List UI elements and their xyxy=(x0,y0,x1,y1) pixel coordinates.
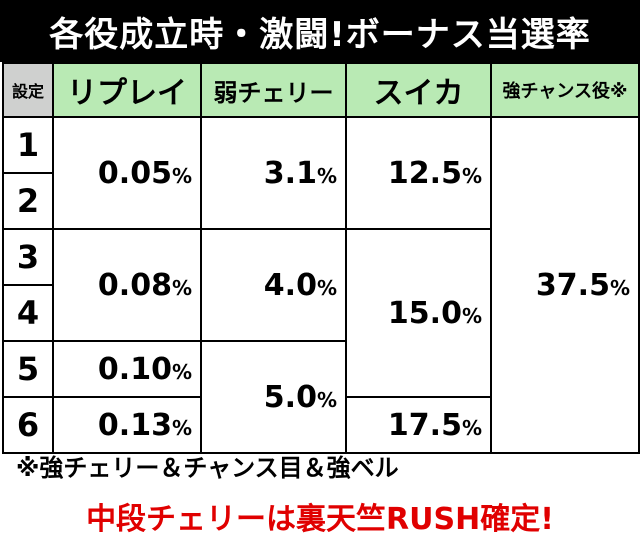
replay-value: 0.08% xyxy=(52,228,202,342)
footnote: ※強チェリー＆チャンス目＆強ベル xyxy=(16,454,399,482)
percent-sign: % xyxy=(316,275,337,300)
header-row: 設定 リプレイ 弱チェリー スイカ 強チャンス役※ xyxy=(2,62,640,118)
value-number: 0.10 xyxy=(97,351,172,387)
replay-value: 0.05% xyxy=(52,116,202,230)
percent-sign: % xyxy=(171,275,192,300)
table-row: 5 0.10% 5.0% xyxy=(2,340,639,454)
table-row: 1 0.05% 3.1% 12.5% 37.5% xyxy=(2,116,640,454)
value-number: 3.1 xyxy=(263,155,317,191)
weak-cherry-value: 4.0% xyxy=(200,228,347,342)
header-suika: スイカ xyxy=(345,62,492,118)
value-number: 4.0 xyxy=(263,267,317,303)
suika-value: 15.0% xyxy=(345,228,492,398)
table-row: 4 xyxy=(2,284,639,342)
header-setting: 設定 xyxy=(2,62,54,118)
percent-sign: % xyxy=(609,275,630,300)
table-row: 6 0.13% 17.5% xyxy=(2,396,639,454)
value-number: 12.5 xyxy=(387,155,462,191)
replay-value: 0.10% xyxy=(52,340,202,398)
value-number: 15.0 xyxy=(387,295,462,331)
percent-sign: % xyxy=(316,387,337,412)
table-row: 2 xyxy=(2,172,639,230)
setting-number: 1 xyxy=(2,116,54,174)
percent-sign: % xyxy=(461,163,482,188)
header-strong-chance: 強チャンス役※ xyxy=(490,62,640,118)
page-title: 各役成立時・激闘!ボーナス当選率 xyxy=(0,0,640,62)
setting-number: 2 xyxy=(2,172,54,230)
suika-value: 17.5% xyxy=(345,396,492,454)
header-replay: リプレイ xyxy=(52,62,202,118)
value-number: 0.05 xyxy=(97,155,172,191)
setting-number: 3 xyxy=(2,228,54,286)
bonus-rate-table: 設定 リプレイ 弱チェリー スイカ 強チャンス役※ 1 0.05% 3.1% 1… xyxy=(2,62,640,454)
value-number: 0.13 xyxy=(97,407,172,443)
weak-cherry-value: 3.1% xyxy=(200,116,347,230)
value-number: 0.08 xyxy=(97,267,172,303)
table-row: 3 0.08% 4.0% 15.0% xyxy=(2,228,639,398)
setting-number: 6 xyxy=(2,396,54,454)
percent-sign: % xyxy=(461,415,482,440)
value-number: 37.5 xyxy=(535,267,610,303)
highlight-note: 中段チェリーは裏天竺RUSH確定! xyxy=(86,502,554,537)
setting-number: 4 xyxy=(2,284,54,342)
percent-sign: % xyxy=(461,303,482,328)
weak-cherry-value: 5.0% xyxy=(200,340,347,454)
value-number: 17.5 xyxy=(387,407,462,443)
percent-sign: % xyxy=(171,163,192,188)
percent-sign: % xyxy=(316,163,337,188)
setting-number: 5 xyxy=(2,340,54,398)
value-number: 5.0 xyxy=(263,379,317,415)
replay-value: 0.13% xyxy=(52,396,202,454)
header-weak-cherry: 弱チェリー xyxy=(200,62,347,118)
percent-sign: % xyxy=(171,359,192,384)
strong-chance-value: 37.5% xyxy=(490,116,640,454)
suika-value: 12.5% xyxy=(345,116,492,230)
percent-sign: % xyxy=(171,415,192,440)
